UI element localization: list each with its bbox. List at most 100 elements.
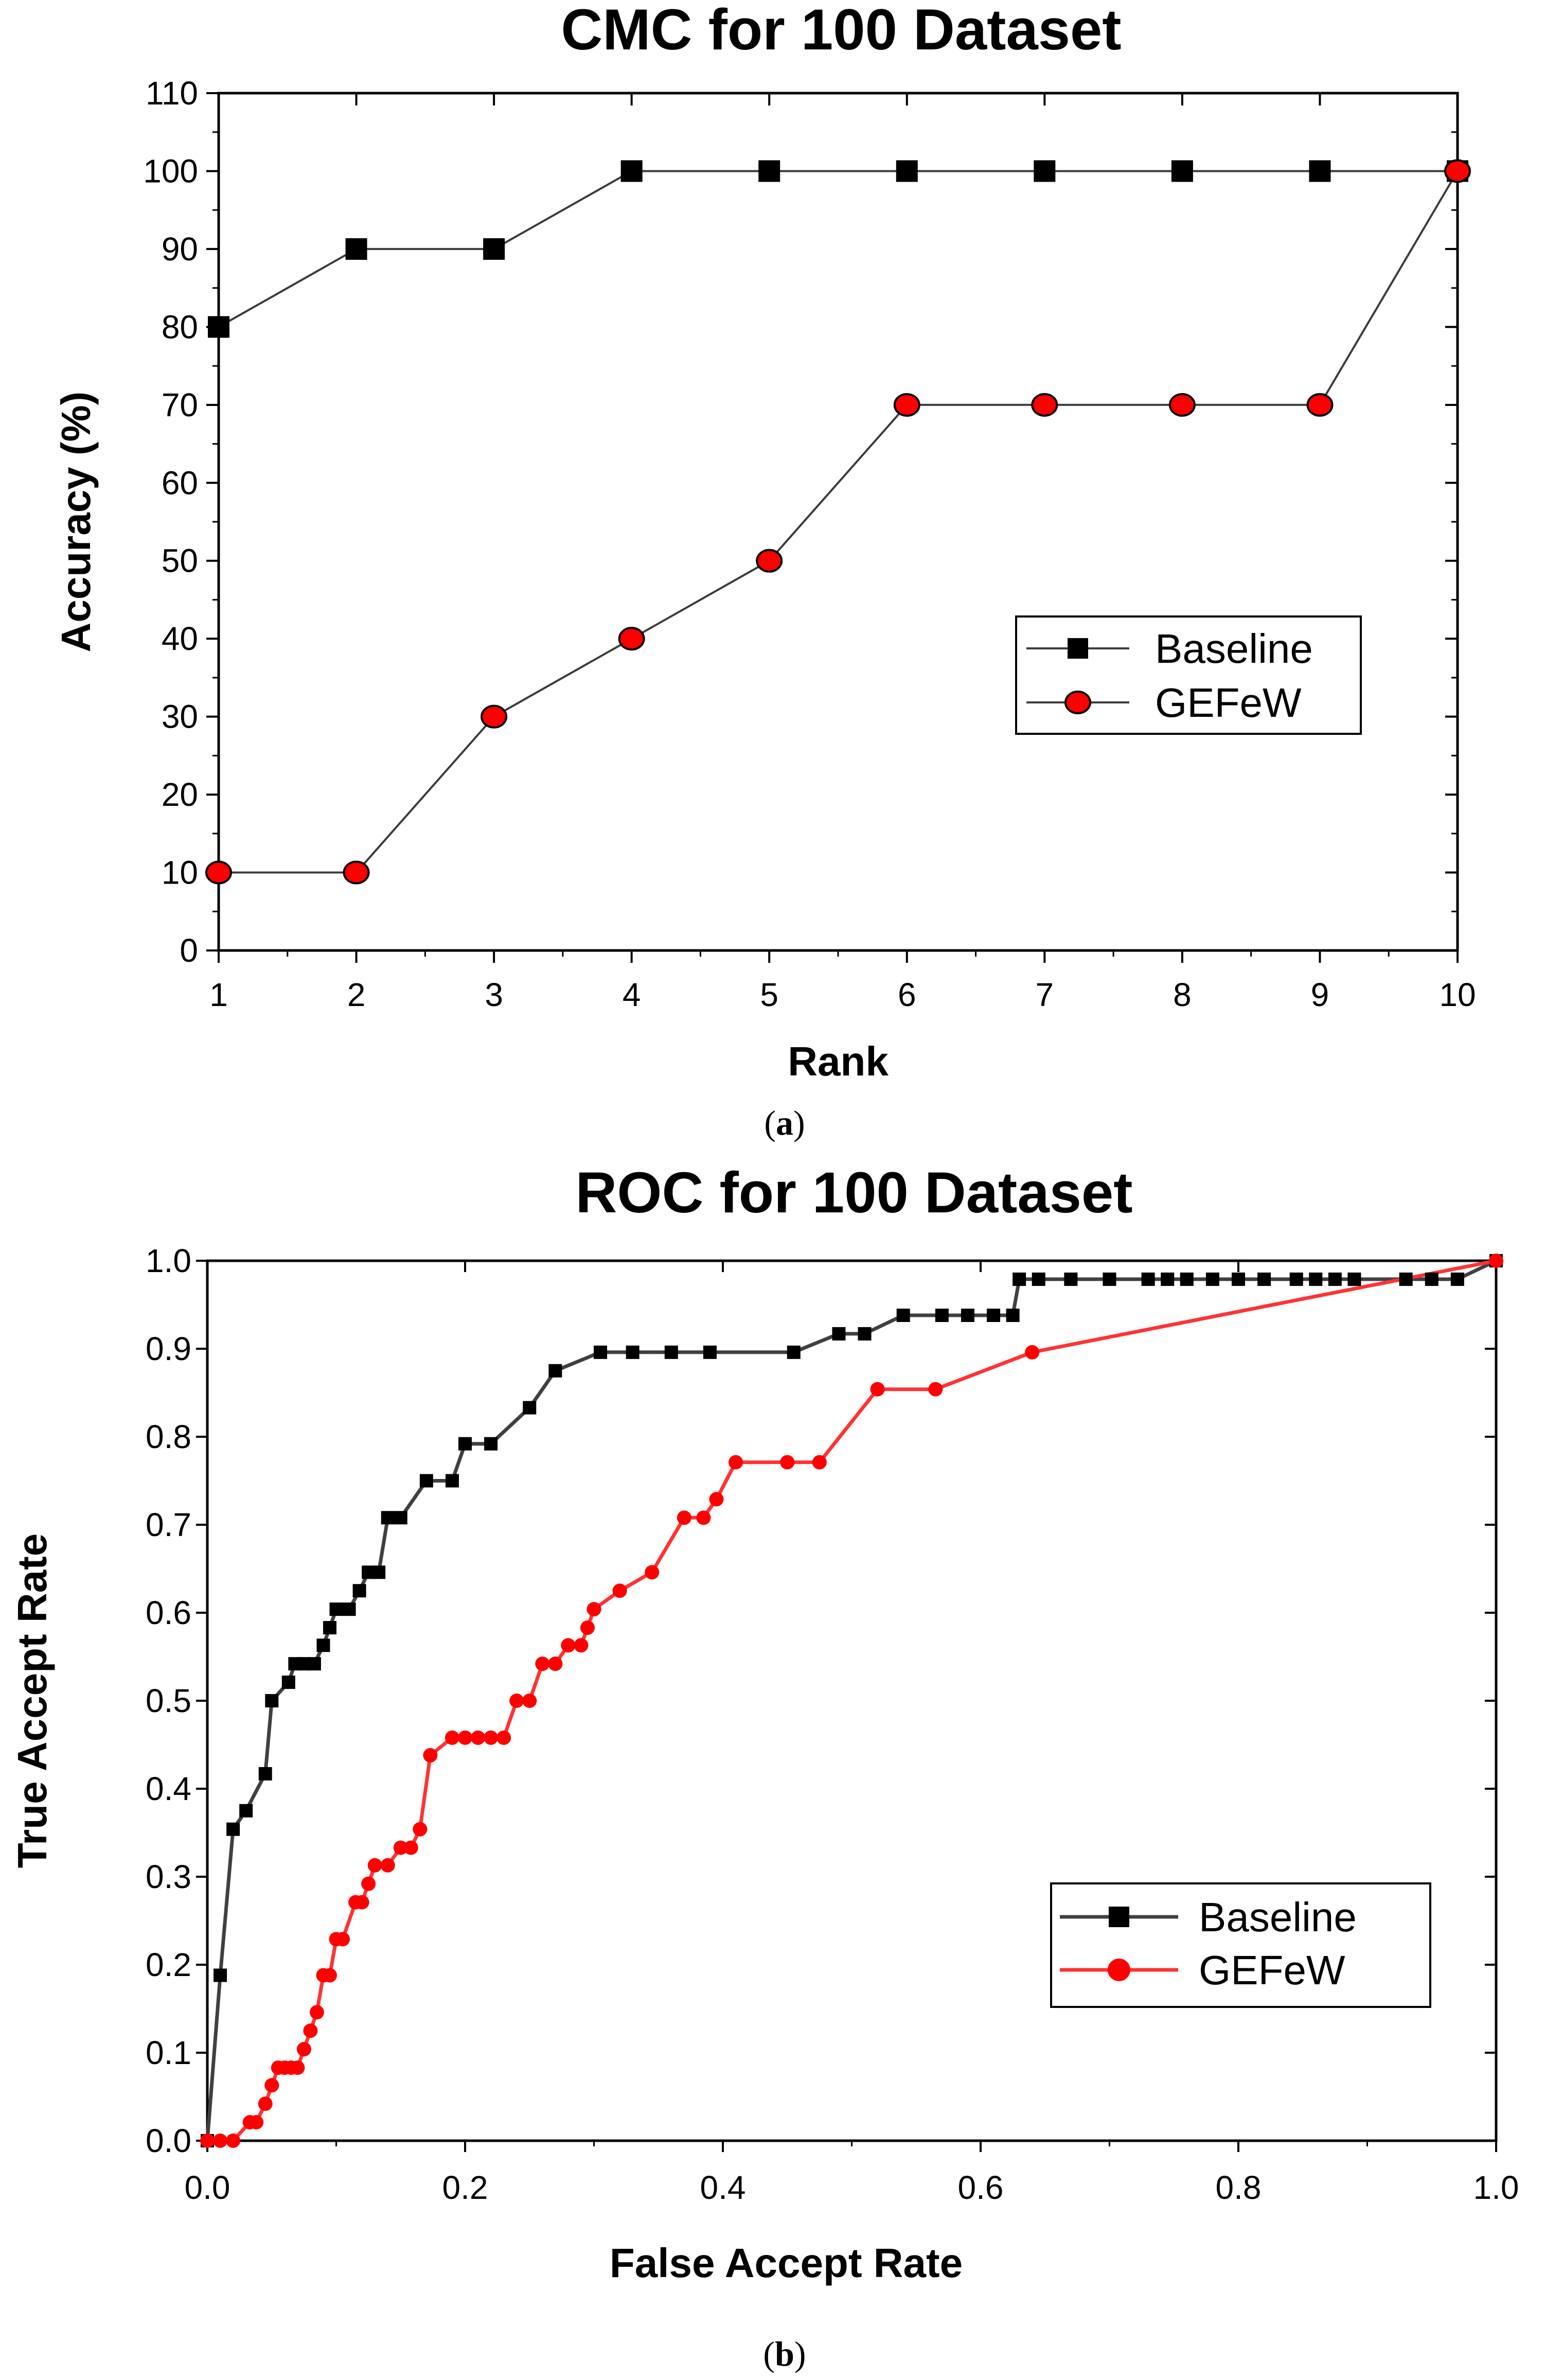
data-point: [213, 2134, 228, 2148]
data-point: [594, 1345, 608, 1359]
y-tick-label: 60: [162, 464, 198, 501]
x-tick-label: 0.4: [700, 2169, 746, 2206]
data-point: [214, 1968, 227, 1982]
data-point: [1064, 1272, 1078, 1286]
data-point: [522, 1694, 537, 1708]
y-tick-label: 110: [146, 75, 198, 112]
x-tick-label: 6: [898, 976, 916, 1013]
x-tick-label: 7: [1036, 976, 1054, 1013]
x-axis-label: Rank: [788, 1038, 889, 1084]
series-layer: [205, 159, 1471, 885]
data-point: [208, 316, 229, 338]
y-tick-label: 0.2: [146, 1946, 191, 1983]
data-point: [832, 1327, 846, 1341]
y-axis-label: Accuracy (%): [53, 392, 99, 653]
data-point: [612, 1583, 627, 1598]
data-point: [580, 1620, 595, 1635]
caption-a: (a): [764, 1103, 805, 1142]
data-point: [249, 2115, 264, 2130]
data-point: [1399, 1272, 1413, 1286]
series-markers-gefew: [205, 159, 1471, 885]
data-point: [307, 1657, 321, 1671]
caption-letter: b: [775, 2334, 794, 2373]
data-point: [1032, 1272, 1045, 1286]
data-point: [403, 1840, 418, 1855]
data-point: [893, 393, 920, 417]
data-point: [296, 2042, 311, 2057]
data-point: [481, 704, 508, 729]
data-point: [380, 1858, 395, 1873]
data-point: [1006, 1309, 1020, 1323]
x-tick-label: 0.6: [958, 2169, 1004, 2206]
x-tick-label: 1: [209, 976, 228, 1013]
data-point: [264, 2078, 279, 2093]
data-point: [756, 549, 783, 573]
series-line-gefew: [219, 170, 1459, 874]
data-point: [258, 2096, 273, 2111]
data-point: [696, 1510, 711, 1525]
data-point: [484, 1437, 498, 1451]
y-tick-label: 0: [180, 932, 198, 969]
data-point: [928, 1382, 943, 1397]
x-axis-label: False Accept Rate: [610, 2240, 963, 2286]
data-point: [664, 1345, 678, 1359]
data-point: [1013, 1272, 1026, 1286]
data-point: [1034, 160, 1056, 182]
x-tick-label: 5: [760, 976, 778, 1013]
data-point: [483, 238, 505, 260]
data-point: [870, 1382, 885, 1397]
data-point: [587, 1602, 601, 1617]
data-point: [335, 1932, 350, 1947]
x-tick-label: 4: [623, 976, 641, 1013]
data-point: [896, 1309, 910, 1323]
data-point: [342, 1602, 356, 1616]
data-point: [309, 2005, 324, 2020]
legend-marker-baseline: [1068, 638, 1088, 659]
legend-label-gefew: GEFeW: [1155, 680, 1302, 726]
y-tick-label: 0.5: [146, 1682, 191, 1719]
data-point: [458, 1730, 472, 1745]
data-point: [787, 1345, 801, 1359]
data-point: [352, 1584, 366, 1598]
data-point: [1306, 393, 1334, 417]
data-point: [423, 1748, 438, 1763]
data-point: [496, 1730, 511, 1745]
legend-marker-baseline: [1109, 1907, 1129, 1927]
y-tick-label: 0.6: [146, 1594, 191, 1631]
data-point: [961, 1309, 974, 1323]
data-point: [345, 238, 367, 260]
data-point: [523, 1401, 537, 1415]
data-point: [561, 1638, 576, 1653]
y-tick-label: 0.0: [146, 2122, 191, 2159]
data-point: [226, 2134, 241, 2148]
data-point: [200, 2134, 215, 2148]
data-point: [329, 1602, 343, 1616]
y-tick-label: 100: [143, 152, 198, 189]
y-tick-label: 0.4: [146, 1770, 191, 1807]
series-line-baseline: [218, 170, 1458, 328]
y-tick-label: 10: [162, 854, 198, 891]
series-markers-baseline: [201, 1254, 1503, 2147]
data-point: [758, 160, 780, 182]
x-tick-label: 8: [1173, 976, 1192, 1013]
data-point: [987, 1309, 1001, 1323]
legend-label-baseline: Baseline: [1199, 1894, 1357, 1940]
data-point: [381, 1511, 395, 1525]
data-point: [290, 2060, 305, 2075]
chart-title: CMC for 100 Dataset: [561, 0, 1121, 62]
data-point: [896, 160, 918, 182]
data-point: [265, 1694, 279, 1707]
data-point: [1425, 1272, 1439, 1286]
data-point: [812, 1455, 827, 1470]
data-point: [1347, 1272, 1361, 1286]
x-tick-label: 1.0: [1473, 2169, 1519, 2206]
y-tick-label: 0.3: [146, 1858, 191, 1895]
y-tick-label: 20: [162, 776, 198, 813]
legend-box: [1050, 1882, 1431, 2008]
y-tick-label: 0.1: [146, 2034, 191, 2071]
data-point: [419, 1474, 433, 1488]
series-layer: [200, 1254, 1503, 2148]
data-point: [1205, 1272, 1219, 1286]
data-point: [361, 1876, 376, 1891]
data-point: [367, 1858, 382, 1873]
